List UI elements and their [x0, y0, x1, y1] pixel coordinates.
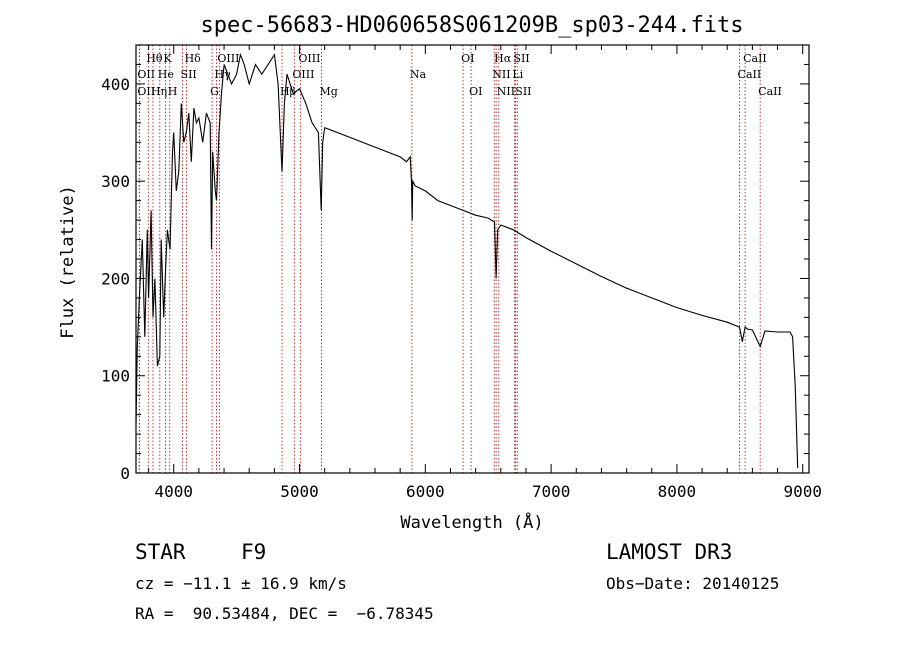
- spectral-line-label: OII: [137, 68, 155, 81]
- spectral-line-label: CaII: [738, 68, 762, 81]
- chart-title: spec-56683-HD060658S061209B_sp03-244.fit…: [200, 13, 743, 38]
- y-tick-label: 0: [120, 464, 130, 483]
- spectrum-line: [135, 52, 799, 469]
- spectral-line-label: K: [163, 52, 172, 65]
- spectral-line-label: SII: [181, 68, 197, 81]
- y-axis-label: Flux (relative): [58, 185, 78, 339]
- spectral-line-label: OIII: [217, 52, 239, 65]
- spectral-line-label: OI: [461, 52, 474, 65]
- x-tick-label: 7000: [532, 482, 571, 501]
- spectral-line-label: CaII: [743, 52, 767, 65]
- spectral-line-label: SII: [514, 52, 530, 65]
- spectral-line-label: Mg: [320, 85, 338, 98]
- spectral-line-label: Hβ: [280, 85, 296, 98]
- x-axis-label: Wavelength (Å): [400, 511, 543, 533]
- x-tick-label: 6000: [406, 482, 445, 501]
- spectral-line-label: Na: [410, 68, 427, 81]
- spectral-line-label: Hδ: [185, 52, 202, 65]
- plot-frame: [135, 44, 810, 474]
- x-tick-label: 8000: [658, 482, 697, 501]
- spectral-line-label: He: [158, 68, 174, 81]
- spectral-line-label: OI: [469, 85, 482, 98]
- spectral-line-label: Hα: [494, 52, 512, 65]
- spectral-line-label: Hη: [151, 85, 167, 98]
- spectral-line-label: NII: [492, 68, 510, 81]
- x-tick-label: 5000: [280, 482, 319, 501]
- survey-name: LAMOST DR3: [606, 540, 733, 564]
- y-tick-label: 100: [101, 367, 130, 386]
- redshift-cz: cz = −11.1 ± 16.9 km/s: [135, 574, 347, 593]
- spectral-line-label: H: [168, 85, 178, 98]
- y-axis: 0 100 200 300 400: [101, 44, 809, 483]
- spectral-line-markers: [138, 45, 761, 473]
- star-class: STAR: [135, 540, 186, 564]
- y-tick-label: 200: [101, 269, 130, 288]
- coordinates: RA = 90.53484, DEC = −6.78345: [135, 604, 434, 623]
- spectral-line-label: Li: [512, 68, 523, 81]
- spectral-line-label: SII: [515, 85, 531, 98]
- star-subclass: F9: [241, 540, 267, 564]
- spectral-line-label: OII: [137, 85, 155, 98]
- spectral-line-label: Hθ: [146, 52, 163, 65]
- y-tick-label: 400: [101, 75, 130, 94]
- spectral-line-label: OIII: [292, 68, 314, 81]
- x-axis: 4000 5000 6000 7000 8000 9000: [148, 45, 822, 501]
- observation-date: Obs−Date: 20140125: [606, 574, 780, 593]
- spectral-line-label: NII: [497, 85, 515, 98]
- spectral-line-label: OIII: [298, 52, 320, 65]
- spectral-line-label: G: [210, 85, 219, 98]
- x-tick-label: 9000: [783, 482, 822, 501]
- x-tick-label: 4000: [154, 482, 193, 501]
- y-tick-label: 300: [101, 172, 130, 191]
- spectral-line-label: CaII: [758, 85, 782, 98]
